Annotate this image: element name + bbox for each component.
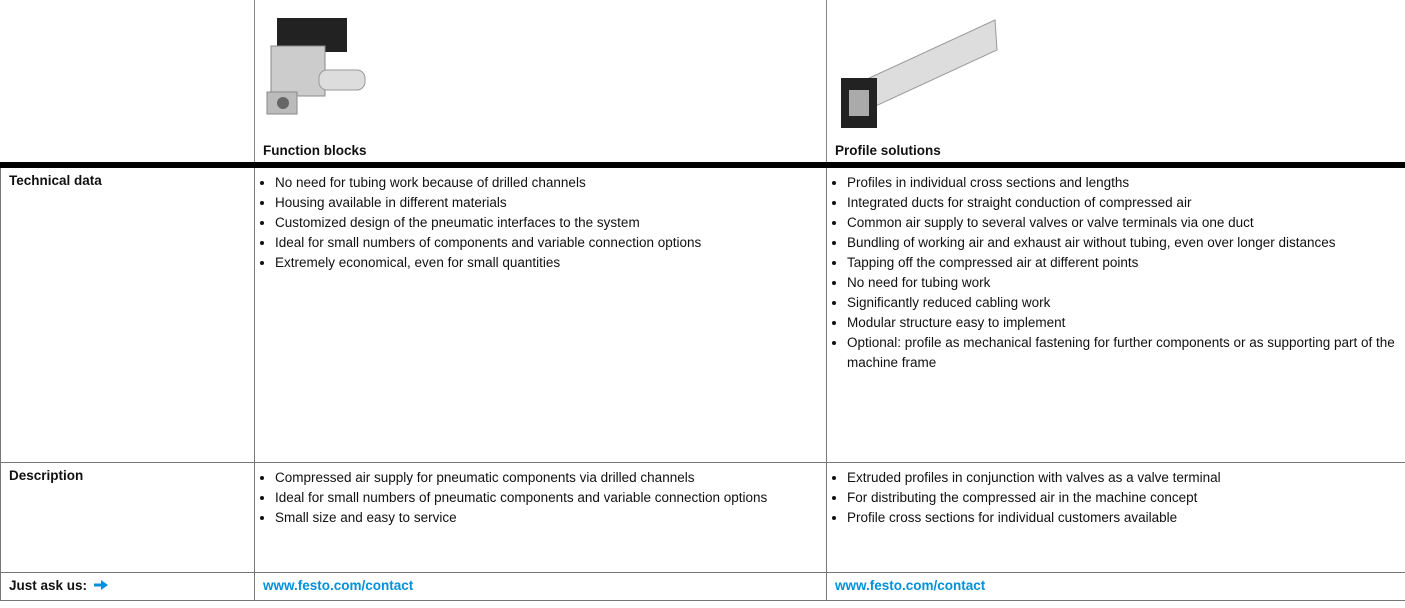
header-row: Function blocks Profile solutions [0,0,1405,168]
bullet-item: Significantly reduced cabling work [847,293,1397,313]
bullet-item: Extruded profiles in conjunction with va… [847,468,1397,488]
bullet-item: No need for tubing work because of drill… [275,173,818,193]
cell: Extruded profiles in conjunction with va… [826,461,1405,573]
bullet-item: Compressed air supply for pneumatic comp… [275,468,818,488]
cell: www.festo.com/contact [254,571,827,601]
table-row: Description Compressed air supply for pn… [0,461,1405,573]
header-cell: Function blocks [254,0,827,168]
bullet-item: Optional: profile as mechanical fastenin… [847,333,1397,373]
cell: Compressed air supply for pneumatic comp… [254,461,827,573]
bullet-item: Integrated ducts for straight conduction… [847,193,1397,213]
bullet-item: Bundling of working air and exhaust air … [847,233,1397,253]
row-label: Description [0,461,255,573]
bullet-list: No need for tubing work because of drill… [263,173,818,273]
bullet-item: Extremely economical, even for small qua… [275,253,818,273]
bullet-item: Common air supply to several valves or v… [847,213,1397,233]
cell: Profiles in individual cross sections an… [826,164,1405,463]
bullet-item: Modular structure easy to implement [847,313,1397,333]
contact-link[interactable]: www.festo.com/contact [263,577,414,593]
bullet-list: Compressed air supply for pneumatic comp… [263,468,818,528]
bullet-item: No need for tubing work [847,273,1397,293]
bullet-item: Small size and easy to service [275,508,818,528]
profile-solution-image [841,19,998,128]
header-cell: Profile solutions [826,0,1405,168]
contact-label: Just ask us: [9,577,88,593]
contact-row: Just ask us: www.festo.com/contact www.f… [0,571,1405,601]
bullet-item: Profile cross sections for individual cu… [847,508,1397,528]
bullet-item: Tapping off the compressed air at differ… [847,253,1397,273]
bullet-item: Profiles in individual cross sections an… [847,173,1397,193]
arrow-icon [93,579,108,590]
cell: No need for tubing work because of drill… [254,164,827,463]
contact-link[interactable]: www.festo.com/contact [835,577,986,593]
bullet-item: For distributing the compressed air in t… [847,488,1397,508]
bullet-item: Housing available in different materials [275,193,818,213]
bullet-item: Ideal for small numbers of components an… [275,233,818,253]
table-row: Technical data No need for tubing work b… [0,164,1405,463]
row-label: Just ask us: [0,571,255,601]
column-title: Profile solutions [835,143,941,158]
corner-cell [0,0,255,168]
bullet-list: Extruded profiles in conjunction with va… [835,468,1397,528]
bullet-item: Customized design of the pneumatic inter… [275,213,818,233]
bullet-item: Ideal for small numbers of pneumatic com… [275,488,818,508]
column-title: Function blocks [263,143,367,158]
bullet-list: Profiles in individual cross sections an… [835,173,1397,373]
function-block-image [266,18,366,115]
cell: www.festo.com/contact [826,571,1405,601]
row-label: Technical data [0,164,255,463]
